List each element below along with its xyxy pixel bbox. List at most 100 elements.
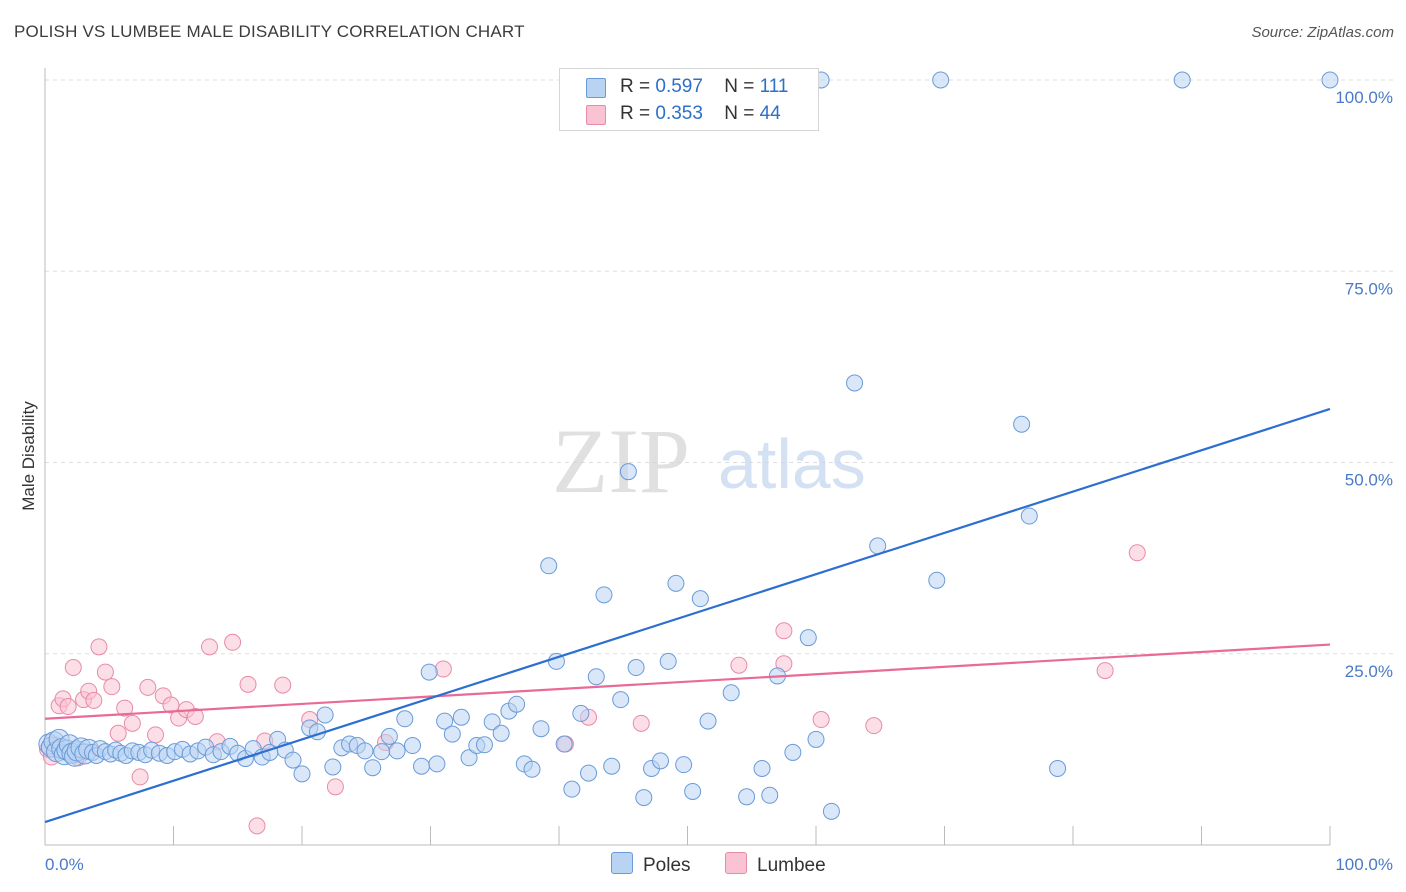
poles-point: [738, 788, 756, 806]
x-tick-label: 0.0%: [45, 855, 84, 874]
axes: [44, 68, 1331, 846]
poles-point: [452, 708, 470, 726]
poles-point: [807, 730, 825, 748]
trend-lines: [44, 407, 1331, 824]
poles-legend-label: Poles: [643, 855, 691, 876]
poles-point: [667, 574, 685, 592]
poles-point: [316, 706, 334, 724]
legend-r-label: R =: [620, 76, 656, 97]
poles-point: [373, 743, 391, 761]
lumbee-point: [1128, 544, 1146, 562]
poles-trend-line: [44, 407, 1331, 824]
lumbee-point: [147, 726, 165, 744]
y-tick-label: 100.0%: [1335, 88, 1393, 107]
legend-n-value-poles: 111: [759, 76, 789, 97]
lumbee-swatch: [586, 105, 606, 125]
legend-r-value-lumbee: 0.353: [655, 103, 703, 124]
poles-point: [699, 712, 717, 730]
lumbee-point: [248, 817, 266, 835]
poles-point: [483, 713, 501, 731]
legend-n-label: N =: [724, 76, 760, 97]
lumbee-point: [85, 691, 103, 709]
x-tick-label: 100.0%: [1335, 855, 1393, 874]
stats-legend: R = 0.597 N = 111 R = 0.353 N = 44: [559, 68, 819, 131]
lumbee-point: [90, 638, 108, 656]
y-tick-label: 75.0%: [1345, 279, 1393, 298]
lumbee-point: [109, 724, 127, 742]
poles-point: [356, 742, 374, 760]
lumbee-point: [131, 768, 149, 786]
poles-points: [38, 71, 1339, 820]
poles-point: [635, 789, 653, 807]
poles-legend-swatch: [611, 852, 633, 874]
poles-point: [572, 704, 590, 722]
legend-r-label: R =: [620, 103, 656, 124]
y-tick-label: 25.0%: [1345, 662, 1393, 681]
poles-point: [443, 725, 461, 743]
poles-point: [659, 652, 677, 670]
poles-point: [284, 751, 302, 769]
poles-point: [1020, 507, 1038, 525]
poles-point: [540, 557, 558, 575]
poles-point: [428, 755, 446, 773]
poles-point: [1321, 71, 1339, 89]
poles-point: [492, 724, 510, 742]
poles-point: [555, 735, 573, 753]
poles-point: [388, 742, 406, 760]
lumbee-point: [64, 659, 82, 677]
poles-point: [684, 782, 702, 800]
lumbee-point: [139, 678, 157, 696]
poles-point: [413, 757, 431, 775]
legend-n-value-lumbee: 44: [759, 103, 781, 124]
poles-point: [563, 780, 581, 798]
poles-point: [675, 756, 693, 774]
lumbee-point: [123, 714, 141, 732]
lumbee-point: [865, 717, 883, 735]
source-label: Source: ZipAtlas.com: [1251, 24, 1394, 41]
poles-point: [652, 752, 670, 770]
poles-point: [420, 663, 438, 681]
poles-point: [460, 749, 478, 767]
lumbee-point: [59, 698, 77, 716]
poles-swatch: [586, 78, 606, 98]
poles-point: [523, 760, 541, 778]
lumbee-point: [730, 656, 748, 674]
poles-point: [822, 802, 840, 820]
lumbee-point: [116, 699, 134, 717]
bottom-legend-poles: Poles: [611, 852, 691, 877]
poles-point: [436, 712, 454, 730]
poles-point: [799, 629, 817, 647]
bottom-legend-lumbee: Lumbee: [725, 852, 826, 877]
lumbee-point: [239, 675, 257, 693]
watermark-zip: ZIP: [552, 410, 690, 512]
poles-point: [722, 684, 740, 702]
poles-point: [475, 736, 493, 754]
poles-point: [364, 759, 382, 777]
poles-point: [293, 765, 311, 783]
poles-point: [928, 571, 946, 589]
lumbee-point: [274, 676, 292, 694]
poles-point: [619, 463, 637, 481]
tick-labels: 25.0% 50.0% 75.0% 100.0% 0.0% 100.0%: [45, 88, 1393, 874]
lumbee-point: [96, 663, 114, 681]
watermark-atlas: atlas: [718, 425, 866, 503]
lumbee-point: [186, 707, 204, 725]
y-axis-title: Male Disability: [19, 401, 38, 511]
lumbee-point: [775, 622, 793, 640]
poles-point: [396, 710, 414, 728]
y-tick-label: 50.0%: [1345, 471, 1393, 490]
poles-point: [1049, 760, 1067, 777]
poles-point: [784, 743, 802, 761]
poles-point: [324, 758, 342, 776]
lumbee-point: [632, 714, 650, 732]
lumbee-point: [103, 678, 121, 696]
legend-row-lumbee: R = 0.353 N = 44: [586, 103, 781, 125]
lumbee-point: [326, 778, 344, 796]
poles-point: [612, 691, 630, 709]
poles-point: [580, 764, 598, 782]
poles-point: [532, 720, 550, 738]
poles-point: [595, 586, 613, 604]
poles-point: [508, 695, 526, 713]
poles-point: [753, 760, 771, 777]
poles-point: [1013, 415, 1031, 433]
